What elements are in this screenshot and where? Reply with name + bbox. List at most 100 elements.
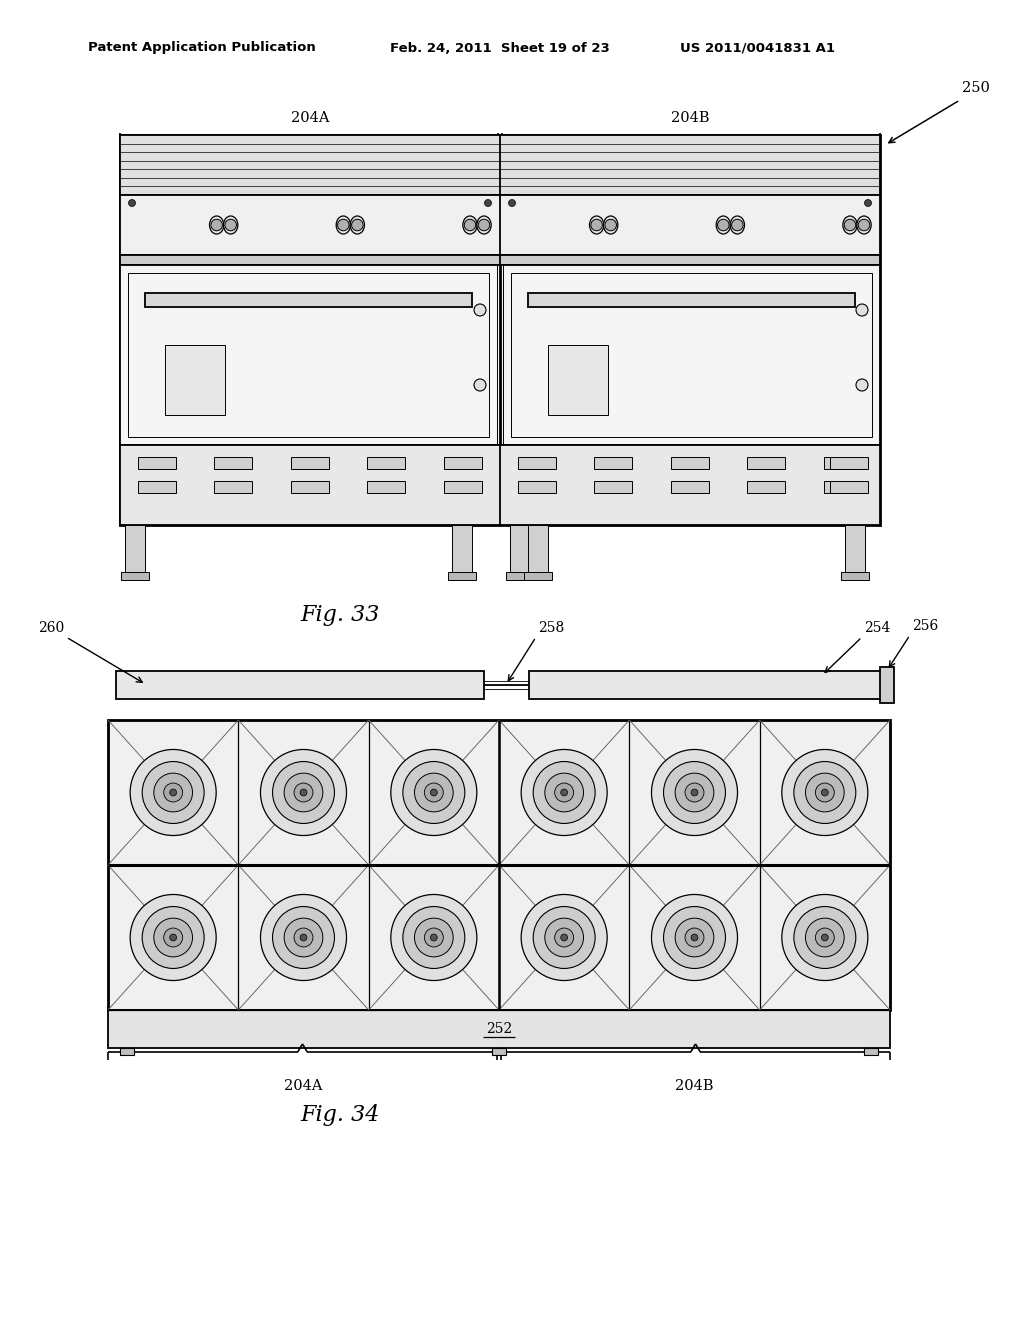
Text: 260: 260: [38, 620, 63, 635]
Bar: [518, 480, 556, 492]
Circle shape: [130, 750, 216, 836]
Bar: [138, 480, 176, 492]
Circle shape: [142, 907, 204, 969]
Bar: [671, 457, 709, 469]
Circle shape: [731, 219, 743, 231]
Circle shape: [561, 789, 567, 796]
Text: 252: 252: [485, 1022, 512, 1036]
Bar: [165, 345, 225, 414]
Circle shape: [545, 774, 584, 812]
Bar: [145, 293, 472, 308]
Bar: [748, 457, 785, 469]
Circle shape: [864, 199, 871, 206]
Bar: [880, 667, 894, 702]
Circle shape: [664, 907, 725, 969]
Bar: [452, 525, 472, 579]
Circle shape: [856, 304, 868, 315]
Bar: [214, 457, 253, 469]
Bar: [823, 480, 862, 492]
Bar: [108, 1010, 890, 1048]
Circle shape: [294, 928, 313, 946]
Circle shape: [521, 750, 607, 836]
Text: 204A: 204A: [291, 111, 330, 125]
Circle shape: [815, 783, 835, 803]
Text: Fig. 34: Fig. 34: [300, 1104, 380, 1126]
Bar: [125, 525, 145, 579]
Bar: [671, 480, 709, 492]
Circle shape: [164, 783, 182, 803]
Circle shape: [415, 919, 454, 957]
Circle shape: [675, 919, 714, 957]
Bar: [128, 273, 489, 437]
Circle shape: [605, 219, 616, 231]
Text: 254: 254: [864, 620, 891, 635]
Circle shape: [675, 774, 714, 812]
Circle shape: [272, 762, 335, 824]
Circle shape: [430, 935, 437, 941]
Bar: [595, 457, 633, 469]
Circle shape: [128, 199, 135, 206]
Bar: [214, 480, 253, 492]
Circle shape: [664, 762, 725, 824]
Circle shape: [545, 919, 584, 957]
Circle shape: [691, 935, 698, 941]
Circle shape: [794, 762, 856, 824]
Bar: [823, 457, 862, 469]
Circle shape: [260, 895, 346, 981]
Bar: [529, 671, 882, 698]
Bar: [120, 445, 880, 525]
Circle shape: [815, 928, 835, 946]
Circle shape: [806, 774, 844, 812]
Circle shape: [718, 219, 729, 231]
Circle shape: [338, 219, 349, 231]
Circle shape: [154, 919, 193, 957]
Circle shape: [430, 789, 437, 796]
Bar: [120, 135, 880, 525]
Circle shape: [130, 895, 216, 981]
Circle shape: [391, 750, 477, 836]
Bar: [368, 457, 406, 469]
Bar: [443, 480, 481, 492]
Bar: [120, 135, 880, 195]
Circle shape: [474, 379, 486, 391]
Circle shape: [821, 935, 828, 941]
Bar: [511, 273, 872, 437]
Circle shape: [294, 783, 313, 803]
Circle shape: [170, 935, 176, 941]
Circle shape: [555, 928, 573, 946]
Circle shape: [685, 928, 703, 946]
Text: 204B: 204B: [671, 111, 710, 125]
Ellipse shape: [350, 216, 365, 234]
Circle shape: [300, 789, 307, 796]
Ellipse shape: [603, 216, 617, 234]
Bar: [548, 345, 608, 414]
Circle shape: [424, 928, 443, 946]
Circle shape: [651, 750, 737, 836]
Circle shape: [225, 219, 237, 231]
Bar: [830, 457, 868, 469]
Bar: [120, 255, 880, 265]
Ellipse shape: [463, 216, 477, 234]
Bar: [116, 671, 484, 698]
Ellipse shape: [843, 216, 857, 234]
Bar: [518, 457, 556, 469]
Circle shape: [424, 783, 443, 803]
Ellipse shape: [336, 216, 350, 234]
Bar: [506, 572, 534, 579]
Bar: [120, 265, 880, 445]
Text: US 2011/0041831 A1: US 2011/0041831 A1: [680, 41, 835, 54]
Circle shape: [474, 304, 486, 315]
Circle shape: [555, 783, 573, 803]
Circle shape: [821, 789, 828, 796]
Bar: [121, 572, 150, 579]
Circle shape: [464, 219, 476, 231]
Circle shape: [351, 219, 364, 231]
Circle shape: [685, 783, 703, 803]
Circle shape: [781, 895, 868, 981]
Circle shape: [691, 789, 698, 796]
Circle shape: [415, 774, 454, 812]
Bar: [291, 457, 329, 469]
Text: 204A: 204A: [285, 1078, 323, 1093]
Bar: [492, 1048, 506, 1055]
Circle shape: [534, 762, 595, 824]
